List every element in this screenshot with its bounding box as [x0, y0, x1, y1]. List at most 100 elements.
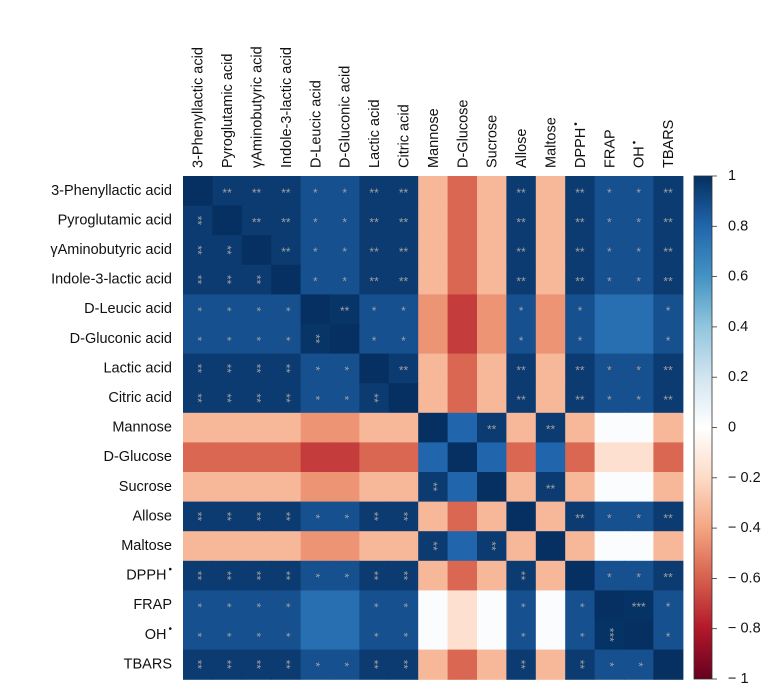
significance-markers: ** ** ** * * ** ** ** ** * * **** ** ** * * ** ** ** ** * * **…: [191, 186, 673, 670]
heatmap-cell-11-4: [300, 501, 331, 532]
heatmap-cell-14-2: [241, 590, 272, 621]
row-label-11: Allose: [133, 508, 173, 524]
heatmap-cell-12-3: [271, 531, 302, 562]
heatmap-cell-15-14: [594, 620, 625, 651]
significance-marker-2-5: *: [342, 245, 347, 259]
significance-marker-6-11: **: [516, 363, 526, 377]
significance-marker-0-16: **: [663, 186, 673, 200]
heatmap-cell-4-0: [183, 294, 213, 325]
significance-marker-3-4: *: [313, 275, 318, 289]
heatmap-cell-6-2: [241, 353, 272, 384]
significance-marker-13-14: *: [607, 571, 612, 585]
heatmap-cell-7-2: [241, 383, 272, 414]
heatmap-cell-16-15: [624, 649, 654, 680]
heatmap-cell-10-13: [565, 472, 596, 503]
heatmap-cell-13-9: [447, 560, 478, 591]
heatmap-cell-10-2: [241, 472, 272, 503]
significance-marker-3-13: **: [575, 275, 585, 289]
heatmap-cell-14-5: [330, 590, 360, 621]
colorbar-tick-label-1: 0.8: [728, 218, 748, 234]
heatmap-cell-13-13: [565, 560, 596, 591]
heatmap-cell-4-15: [624, 294, 654, 325]
heatmap-cell-8-12: [535, 412, 566, 443]
heatmap-cell-12-16: [653, 531, 684, 562]
heatmap-cell-11-15: [624, 501, 654, 532]
heatmap-cell-5-12: [535, 324, 566, 355]
heatmap-cell-13-2: [241, 560, 272, 591]
significance-marker-16-13: **: [573, 660, 587, 670]
heatmap-cell-3-14: [594, 264, 625, 295]
heatmap-cell-2-15: [624, 235, 654, 266]
heatmap-cell-14-0: [183, 590, 213, 621]
row-label-12: Maltose: [121, 538, 172, 554]
significance-marker-15-14: ***: [602, 628, 616, 642]
column-label-3: Indole-3-lactic acid: [279, 47, 295, 168]
heatmap-cell-2-4: [300, 235, 331, 266]
significance-marker-2-7: **: [399, 245, 409, 259]
significance-marker-13-11: **: [514, 571, 528, 581]
heatmap-cell-13-3: [271, 560, 302, 591]
heatmap-cell-8-14: [594, 412, 625, 443]
significance-marker-5-3: *: [279, 336, 293, 341]
heatmap-cell-16-13: [565, 649, 596, 680]
significance-marker-6-14: *: [607, 363, 612, 377]
significance-marker-13-4: *: [308, 573, 322, 578]
heatmap-cell-5-13: [565, 324, 596, 355]
significance-marker-1-4: *: [313, 215, 318, 229]
significance-marker-5-13: *: [578, 334, 583, 348]
heatmap-cell-15-0: [183, 620, 213, 651]
heatmap-cell-3-7: [388, 264, 419, 295]
colorbar-tick-label-0: 1: [728, 168, 736, 184]
heatmap-cell-15-10: [477, 620, 507, 651]
significance-marker-11-16: **: [663, 511, 673, 525]
significance-marker-15-13: *: [573, 632, 587, 637]
significance-marker-6-7: **: [399, 363, 409, 377]
significance-marker-7-4: *: [308, 396, 322, 401]
heatmap-cell-0-1: [212, 176, 243, 207]
heatmap-cell-16-10: [477, 649, 507, 680]
row-label-14: FRAP: [133, 597, 172, 613]
heatmap-cell-12-14: [594, 531, 625, 562]
heatmap-cell-3-5: [330, 264, 360, 295]
colorbar-tick-label-4: 0.2: [728, 369, 748, 385]
heatmap-cell-5-16: [653, 324, 684, 355]
heatmap-cell-1-8: [418, 205, 449, 236]
heatmap-cell-10-16: [653, 472, 684, 503]
heatmap-cell-1-16: [653, 205, 684, 236]
heatmap-cell-2-8: [418, 235, 449, 266]
significance-marker-13-0: **: [191, 571, 205, 581]
significance-marker-11-3: **: [279, 512, 293, 522]
heatmap-cell-8-13: [565, 412, 596, 443]
heatmap-cell-10-8: [418, 472, 449, 503]
heatmap-cell-12-13: [565, 531, 596, 562]
significance-marker-4-3: *: [279, 307, 293, 312]
heatmap-cell-3-3: [271, 264, 302, 295]
significance-marker-6-3: **: [279, 364, 293, 374]
heatmap-cell-3-4: [300, 264, 331, 295]
heatmap-cell-11-14: [594, 501, 625, 532]
heatmap-cell-10-14: [594, 472, 625, 503]
significance-marker-2-11: **: [516, 245, 526, 259]
heatmap-cell-12-6: [359, 531, 390, 562]
row-label-8: Mannose: [112, 420, 172, 436]
significance-marker-2-15: *: [636, 245, 641, 259]
column-label-14: FRAP: [602, 129, 618, 168]
heatmap-cell-1-0: [183, 205, 213, 236]
row-label-5: D-Gluconic acid: [70, 331, 172, 347]
heatmap-cell-10-7: [388, 472, 419, 503]
heatmap-cell-3-9: [447, 264, 478, 295]
significance-marker-10-8: **: [426, 482, 440, 492]
column-label-12: Maltose: [544, 117, 560, 168]
significance-marker-13-7: **: [397, 571, 411, 581]
significance-marker-7-14: *: [607, 393, 612, 407]
heatmap-cell-11-7: [388, 501, 419, 532]
row-label-3: Indole-3-lactic acid: [51, 272, 172, 288]
significance-marker-1-6: **: [369, 215, 379, 229]
heatmap-cell-0-11: [506, 176, 537, 207]
significance-marker-2-16: **: [663, 245, 673, 259]
heatmap-cell-2-12: [535, 235, 566, 266]
heatmap-cell-5-10: [477, 324, 507, 355]
row-label-10: Sucrose: [119, 479, 172, 495]
heatmap-cell-16-4: [300, 649, 331, 680]
